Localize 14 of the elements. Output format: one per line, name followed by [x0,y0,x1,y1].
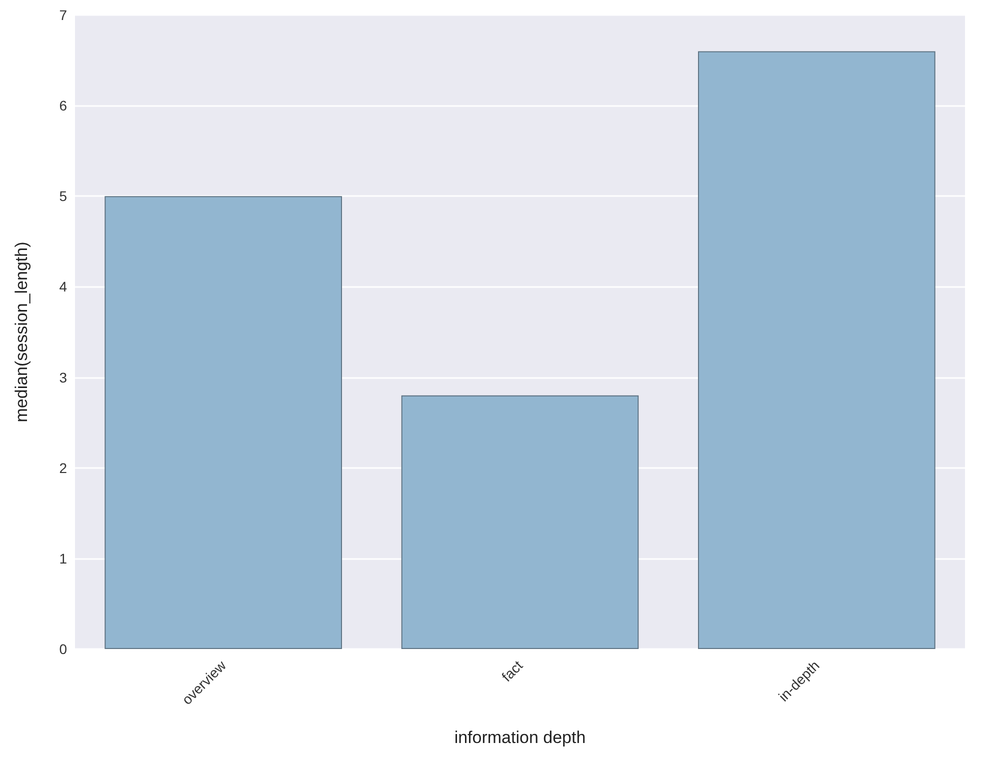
bar [104,196,342,649]
y-tick-label: 7 [59,7,68,23]
y-tick-label: 5 [59,188,68,204]
x-tick-label: fact [498,657,526,685]
bar [401,395,639,649]
y-axis-title: median(session_length) [12,242,31,422]
bar [698,51,936,649]
y-tick-label: 1 [59,550,68,566]
x-axis-title: information depth [454,728,586,747]
y-tick-label: 6 [59,98,68,114]
y-tick-label: 4 [59,278,68,295]
y-tick-label: 2 [59,460,68,476]
y-tick-label: 0 [59,641,68,657]
y-tick-label: 3 [59,369,68,386]
